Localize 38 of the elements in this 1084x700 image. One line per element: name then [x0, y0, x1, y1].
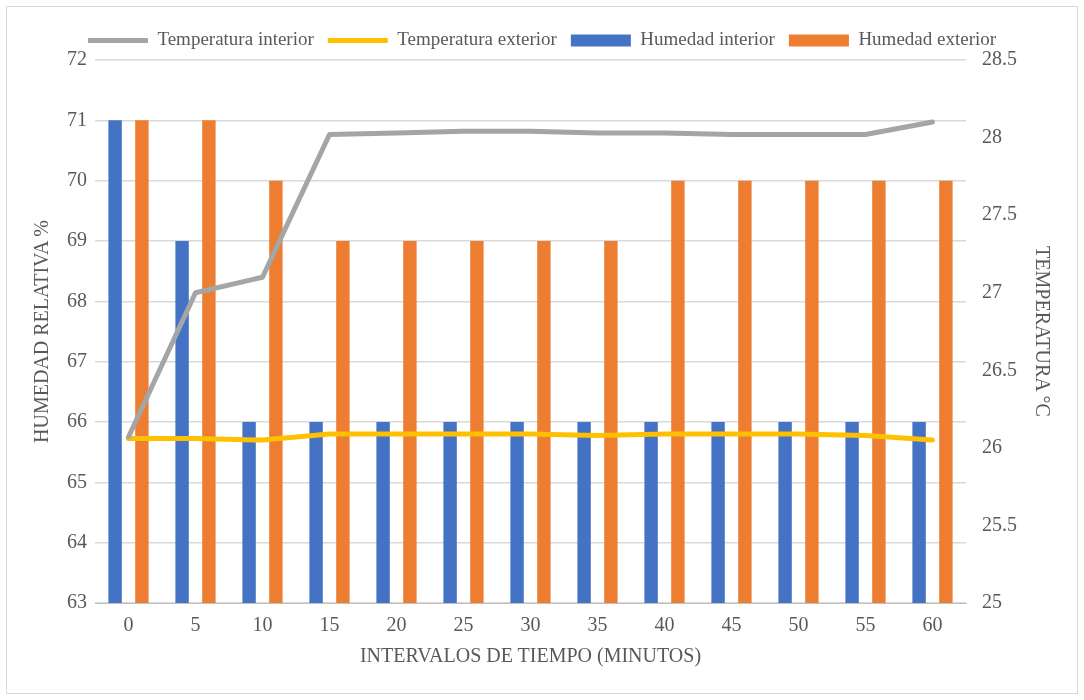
y2-axis-title: TEMPERATURA °C	[1031, 246, 1054, 417]
x-tick-label: 40	[654, 613, 675, 636]
y-tick-label: 65	[67, 469, 87, 492]
y2-tick-label: 28	[982, 124, 1002, 147]
x-tick-label: 15	[319, 613, 340, 636]
y2-tick-label: 25	[982, 590, 1002, 613]
x-tick-label: 0	[123, 613, 134, 636]
y-tick-label: 66	[67, 409, 87, 432]
y-axis-title: HUMEDAD RELATIVA %	[30, 220, 53, 443]
y-tick-label: 70	[67, 167, 87, 190]
x-tick-label: 60	[922, 613, 943, 636]
y2-tick-label: 27	[982, 279, 1002, 302]
y-tick-label: 63	[67, 590, 87, 613]
y-tick-label: 72	[67, 47, 87, 70]
x-tick-label: 50	[788, 613, 809, 636]
y-tick-label: 71	[67, 107, 87, 130]
y-tick-label: 67	[67, 348, 87, 371]
x-tick-label: 25	[453, 613, 474, 636]
legend-label: Temperatura interior	[157, 28, 315, 50]
x-tick-label: 45	[721, 613, 742, 636]
x-axis-title: INTERVALOS DE TIEMPO (MINUTOS)	[359, 644, 702, 668]
y2-tick-label: 27.5	[982, 202, 1017, 225]
x-tick-label: 5	[190, 613, 201, 636]
x-tick-label: 30	[520, 613, 541, 636]
y-tick-label: 69	[67, 228, 87, 251]
y2-tick-label: 26.5	[982, 357, 1017, 380]
y2-tick-label: 28.5	[982, 47, 1017, 70]
legend-label: Humedad exterior	[858, 28, 997, 50]
legend-label: Temperatura exterior	[397, 28, 558, 50]
x-tick-label: 55	[855, 613, 876, 636]
x-tick-label: 35	[587, 613, 608, 636]
legend-label: Humedad interior	[640, 28, 776, 50]
y-tick-label: 68	[67, 288, 87, 311]
y-tick-label: 64	[67, 529, 87, 552]
y2-tick-label: 26	[982, 435, 1002, 458]
x-tick-label: 10	[252, 613, 273, 636]
x-tick-label: 20	[386, 613, 407, 636]
y2-tick-label: 25.5	[982, 512, 1017, 535]
